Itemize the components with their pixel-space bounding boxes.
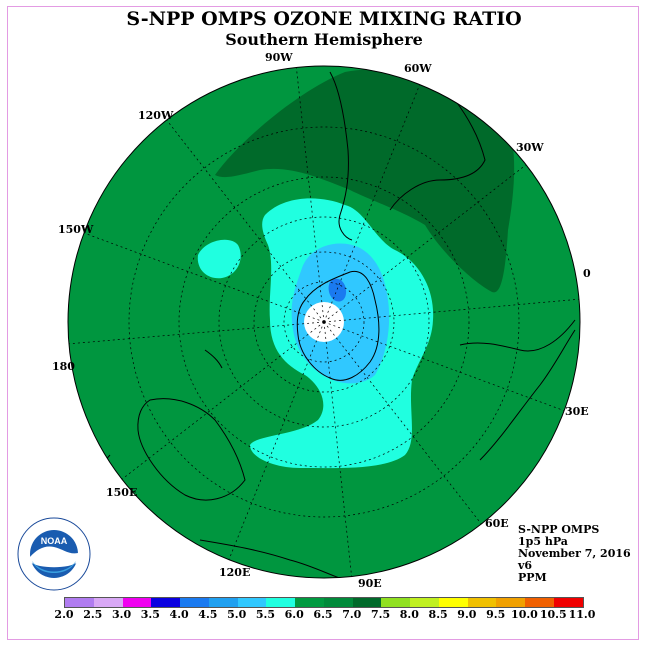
coast-africa xyxy=(479,329,576,461)
legend-tick-label: 8.5 xyxy=(428,608,448,621)
noaa-logo-icon: NOAA xyxy=(17,517,91,591)
legend-tick-label: 9.5 xyxy=(486,608,506,621)
legend-tick-label: 5.0 xyxy=(227,608,247,621)
info-block: S-NPP OMPS 1p5 hPa November 7, 2016 v6 P… xyxy=(518,524,631,584)
info-date: November 7, 2016 xyxy=(518,547,631,560)
legend-tick-label: 10.0 xyxy=(511,608,538,621)
region-blue xyxy=(328,278,347,302)
coast-antarctica xyxy=(296,270,380,381)
legend-swatch xyxy=(554,598,583,607)
region-aqua-small xyxy=(197,239,241,279)
info-units: PPM xyxy=(518,571,547,584)
coast-south-america xyxy=(329,71,353,241)
legend-swatch xyxy=(467,598,497,607)
lon-label-150e: 150E xyxy=(106,486,138,499)
legend-tick-label: 7.5 xyxy=(370,608,391,621)
coast-nz-2 xyxy=(204,349,223,369)
coast-africa-2 xyxy=(459,319,576,352)
color-legend xyxy=(64,597,584,608)
legend-swatch xyxy=(65,598,94,607)
legend-tick-label: 9.0 xyxy=(457,608,477,621)
legend-swatch xyxy=(295,598,324,607)
legend-swatch xyxy=(93,598,123,607)
coast-south-america-east xyxy=(389,99,486,211)
legend-swatch xyxy=(237,598,267,607)
map-subtitle: Southern Hemisphere xyxy=(225,30,423,49)
lon-label-60w: 60W xyxy=(404,62,432,75)
legend-tick-label: 8.0 xyxy=(399,608,419,621)
lon-label-120w: 120W xyxy=(138,109,174,122)
lon-label-180: 180 xyxy=(52,360,75,373)
legend-tick-label: 4.0 xyxy=(169,608,189,621)
legend-tick-label: 10.5 xyxy=(539,608,567,621)
legend-tick-label: 5.5 xyxy=(255,608,276,621)
legend-tick-label: 4.5 xyxy=(198,608,218,621)
lon-label-90w: 90W xyxy=(265,51,293,64)
legend-tick-label: 3.5 xyxy=(140,608,160,621)
plot-frame xyxy=(7,6,639,640)
coast-indonesia xyxy=(199,539,346,578)
legend-tick-label: 7.0 xyxy=(342,608,362,621)
lon-label-90e: 90E xyxy=(358,577,382,590)
legend-tick-label: 6.0 xyxy=(284,608,304,621)
lon-label-30e: 30E xyxy=(565,405,589,418)
legend-tick-label: 11.0 xyxy=(568,608,596,621)
legend-swatch xyxy=(180,598,209,607)
legend-swatch xyxy=(496,598,526,607)
lon-label-30w: 30W xyxy=(516,141,544,154)
legend-ticks: 2.0 2.5 3.0 3.5 4.0 4.5 5.0 5.5 6.0 6.5 7.0 7.5 8.0 8… xyxy=(0,608,648,622)
legend-tick-label: 2.0 xyxy=(54,608,74,621)
legend-tick-label: 6.5 xyxy=(313,608,333,621)
lon-label-120e: 120E xyxy=(219,566,251,579)
legend-swatch xyxy=(208,598,238,607)
lon-label-0: 0 xyxy=(583,267,591,280)
info-level: 1p5 hPa xyxy=(518,535,568,548)
legend-swatch xyxy=(352,598,382,607)
logo-text: NOAA xyxy=(41,536,68,546)
legend-swatch xyxy=(122,598,152,607)
legend-swatch xyxy=(410,598,439,607)
legend-tick-label: 3.0 xyxy=(111,608,132,621)
legend-swatch xyxy=(381,598,411,607)
legend-swatch xyxy=(151,598,181,607)
region-dark-green xyxy=(215,69,515,293)
lon-label-60e: 60E xyxy=(485,517,509,530)
legend-swatch xyxy=(266,598,296,607)
info-instrument: S-NPP OMPS xyxy=(518,523,600,536)
legend-swatch xyxy=(438,598,468,607)
legend-swatch xyxy=(323,598,353,607)
map-title: S-NPP OMPS OZONE MIXING RATIO xyxy=(126,8,522,30)
legend-tick-label: 2.5 xyxy=(83,608,103,621)
legend-swatch xyxy=(525,598,555,607)
info-version: v6 xyxy=(518,559,533,572)
coast-australia xyxy=(137,398,246,501)
lon-label-150w: 150W xyxy=(58,223,94,236)
